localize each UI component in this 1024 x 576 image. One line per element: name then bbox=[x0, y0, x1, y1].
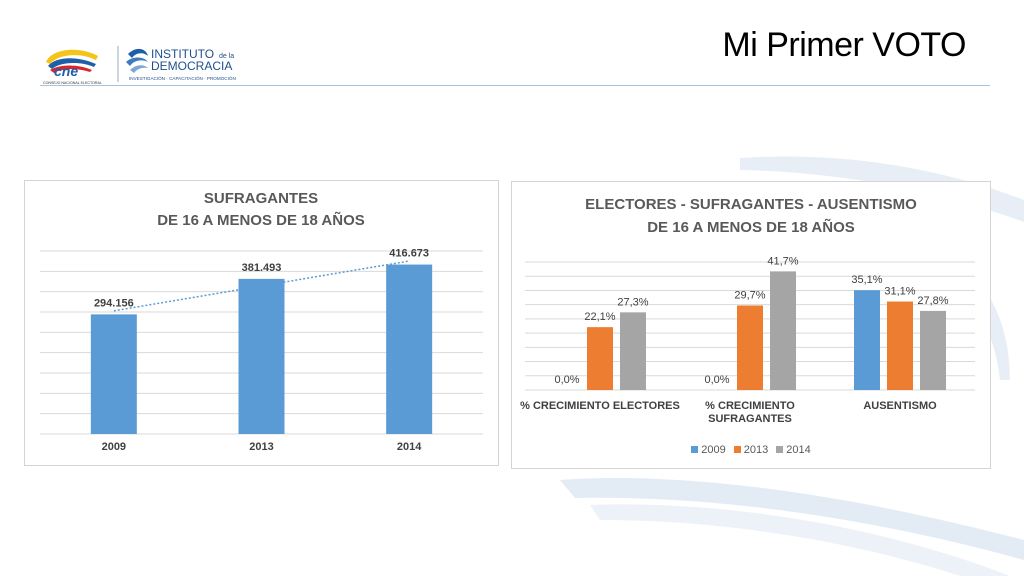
x-tick-label: 2014 bbox=[397, 441, 422, 453]
data-label: 29,7% bbox=[734, 290, 765, 302]
legend-item: 2009 bbox=[691, 444, 726, 456]
legend-label: 2009 bbox=[701, 444, 726, 456]
bar bbox=[90, 314, 137, 434]
trendline bbox=[113, 260, 410, 312]
data-label: 27,8% bbox=[917, 295, 948, 307]
x-tick-label: % CRECIMIENTO ELECTORES bbox=[520, 400, 680, 412]
chart-title-line: SUFRAGANTES bbox=[204, 190, 318, 207]
instituto-line1: INSTITUTO bbox=[151, 47, 214, 61]
legend-swatch bbox=[776, 446, 784, 453]
header-divider bbox=[40, 85, 990, 86]
x-tick-label: % CRECIMIENTO bbox=[705, 400, 795, 412]
bar bbox=[238, 278, 285, 434]
x-tick-label: 2009 bbox=[102, 441, 126, 453]
x-tick-label: AUSENTISMO bbox=[863, 400, 937, 412]
bar bbox=[920, 310, 946, 390]
bar bbox=[587, 327, 613, 390]
chart-legend: 2009 2013 2014 bbox=[512, 444, 990, 456]
cne-logo: cne CONSEJO NACIONAL ELECTORAL bbox=[43, 49, 102, 85]
cne-logo-subtext: CONSEJO NACIONAL ELECTORAL bbox=[43, 81, 102, 85]
electores-chart: ELECTORES - SUFRAGANTES - AUSENTISMO DE 1… bbox=[520, 196, 975, 425]
instituto-line2: DEMOCRACIA bbox=[151, 59, 232, 73]
bar bbox=[887, 301, 913, 390]
x-tick-label: 2013 bbox=[249, 441, 273, 453]
data-label: 35,1% bbox=[851, 274, 882, 286]
chart-title-line: DE 16 A MENOS DE 18 AÑOS bbox=[157, 211, 365, 229]
legend-swatch bbox=[733, 446, 741, 453]
legend-item: 2013 bbox=[733, 444, 769, 456]
data-label: 416.673 bbox=[389, 248, 429, 260]
data-label: 381.493 bbox=[242, 262, 282, 274]
legend-item: 2014 bbox=[776, 444, 811, 456]
data-label: 294.156 bbox=[94, 297, 134, 309]
header-logos: cne CONSEJO NACIONAL ELECTORAL INSTITUTO… bbox=[43, 46, 236, 85]
chart-title-line: DE 16 A MENOS DE 18 AÑOS bbox=[647, 218, 855, 236]
data-label: 0,0% bbox=[554, 374, 579, 386]
cne-logo-text: cne bbox=[54, 63, 78, 79]
bar bbox=[854, 290, 880, 390]
data-label: 41,7% bbox=[767, 255, 798, 267]
legend-label: 2014 bbox=[786, 444, 811, 456]
sufragantes-chart: SUFRAGANTES DE 16 A MENOS DE 18 AÑOS 294.1… bbox=[40, 190, 483, 453]
chart-panel-sufragantes: SUFRAGANTES DE 16 A MENOS DE 18 AÑOS 294.1… bbox=[24, 180, 499, 466]
instituto-tagline: INVESTIGACIÓN · CAPACITACIÓN · PROMOCIÓN bbox=[129, 75, 236, 81]
instituto-line1-small: de la bbox=[219, 53, 234, 60]
bar bbox=[770, 271, 796, 390]
legend-swatch bbox=[691, 446, 699, 453]
slide-title: Mi Primer VOTO bbox=[722, 26, 966, 64]
chart-panel-electores: ELECTORES - SUFRAGANTES - AUSENTISMO DE 1… bbox=[511, 181, 991, 469]
data-label: 0,0% bbox=[704, 374, 729, 386]
instituto-logo: INSTITUTO de la DEMOCRACIA INVESTIGACIÓN… bbox=[126, 47, 236, 81]
bar bbox=[386, 264, 433, 434]
x-tick-label: SUFRAGANTES bbox=[708, 413, 792, 425]
data-label: 22,1% bbox=[584, 311, 615, 323]
bar bbox=[737, 305, 763, 390]
data-label: 31,1% bbox=[884, 286, 915, 298]
chart-title-line: ELECTORES - SUFRAGANTES - AUSENTISMO bbox=[585, 196, 917, 213]
data-label: 27,3% bbox=[617, 296, 648, 308]
legend-label: 2013 bbox=[743, 444, 769, 456]
bar bbox=[620, 312, 646, 390]
